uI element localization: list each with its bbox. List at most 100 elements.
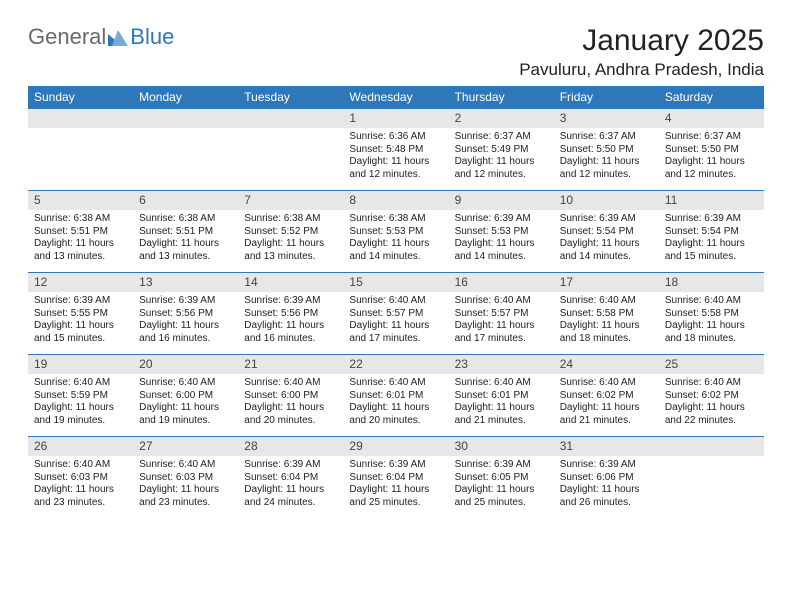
daylight-line: Daylight: 11 hours and 12 minutes.	[455, 156, 548, 181]
daylight-line: Daylight: 11 hours and 15 minutes.	[665, 238, 758, 263]
day-number: 3	[554, 108, 659, 128]
sunrise-line: Sunrise: 6:38 AM	[244, 213, 337, 226]
daylight-line: Daylight: 11 hours and 13 minutes.	[244, 238, 337, 263]
daylight-line: Daylight: 11 hours and 13 minutes.	[34, 238, 127, 263]
sunrise-line: Sunrise: 6:40 AM	[560, 377, 653, 390]
day-header: Saturday	[659, 86, 764, 108]
calendar-cell: 21Sunrise: 6:40 AMSunset: 6:00 PMDayligh…	[238, 354, 343, 436]
day-number: 13	[133, 272, 238, 292]
calendar-cell: 10Sunrise: 6:39 AMSunset: 5:54 PMDayligh…	[554, 190, 659, 272]
calendar-cell	[133, 108, 238, 190]
calendar-cell: 19Sunrise: 6:40 AMSunset: 5:59 PMDayligh…	[28, 354, 133, 436]
sunrise-line: Sunrise: 6:39 AM	[34, 295, 127, 308]
daylight-line: Daylight: 11 hours and 16 minutes.	[244, 320, 337, 345]
sunset-line: Sunset: 6:04 PM	[349, 472, 442, 485]
week-row: 5Sunrise: 6:38 AMSunset: 5:51 PMDaylight…	[28, 190, 764, 272]
day-number: 10	[554, 190, 659, 210]
daylight-line: Daylight: 11 hours and 14 minutes.	[349, 238, 442, 263]
daylight-line: Daylight: 11 hours and 14 minutes.	[560, 238, 653, 263]
cell-body: Sunrise: 6:38 AMSunset: 5:52 PMDaylight:…	[238, 210, 343, 269]
daylight-line: Daylight: 11 hours and 12 minutes.	[349, 156, 442, 181]
cell-body: Sunrise: 6:39 AMSunset: 6:04 PMDaylight:…	[238, 456, 343, 515]
sunset-line: Sunset: 5:54 PM	[560, 226, 653, 239]
daylight-line: Daylight: 11 hours and 25 minutes.	[455, 484, 548, 509]
cell-body: Sunrise: 6:37 AMSunset: 5:50 PMDaylight:…	[659, 128, 764, 187]
cell-body: Sunrise: 6:39 AMSunset: 5:53 PMDaylight:…	[449, 210, 554, 269]
sunset-line: Sunset: 5:53 PM	[455, 226, 548, 239]
day-number: 17	[554, 272, 659, 292]
sunrise-line: Sunrise: 6:39 AM	[560, 459, 653, 472]
sunrise-line: Sunrise: 6:40 AM	[139, 459, 232, 472]
day-number: 26	[28, 436, 133, 456]
calendar-cell	[238, 108, 343, 190]
cell-body: Sunrise: 6:40 AMSunset: 6:03 PMDaylight:…	[133, 456, 238, 515]
daylight-line: Daylight: 11 hours and 26 minutes.	[560, 484, 653, 509]
sunset-line: Sunset: 6:01 PM	[455, 390, 548, 403]
calendar-cell: 26Sunrise: 6:40 AMSunset: 6:03 PMDayligh…	[28, 436, 133, 518]
sunset-line: Sunset: 5:56 PM	[244, 308, 337, 321]
day-number: 7	[238, 190, 343, 210]
calendar-cell: 24Sunrise: 6:40 AMSunset: 6:02 PMDayligh…	[554, 354, 659, 436]
sunset-line: Sunset: 5:58 PM	[665, 308, 758, 321]
sunset-line: Sunset: 5:58 PM	[560, 308, 653, 321]
calendar-cell: 22Sunrise: 6:40 AMSunset: 6:01 PMDayligh…	[343, 354, 448, 436]
sunset-line: Sunset: 5:54 PM	[665, 226, 758, 239]
sunset-line: Sunset: 5:49 PM	[455, 144, 548, 157]
sunset-line: Sunset: 6:02 PM	[560, 390, 653, 403]
cell-body: Sunrise: 6:40 AMSunset: 5:57 PMDaylight:…	[449, 292, 554, 351]
day-number: 16	[449, 272, 554, 292]
day-number: 30	[449, 436, 554, 456]
week-row: 12Sunrise: 6:39 AMSunset: 5:55 PMDayligh…	[28, 272, 764, 354]
sunset-line: Sunset: 5:52 PM	[244, 226, 337, 239]
sunrise-line: Sunrise: 6:40 AM	[34, 377, 127, 390]
calendar-cell: 3Sunrise: 6:37 AMSunset: 5:50 PMDaylight…	[554, 108, 659, 190]
sunrise-line: Sunrise: 6:37 AM	[455, 131, 548, 144]
day-number: 20	[133, 354, 238, 374]
cell-body: Sunrise: 6:38 AMSunset: 5:53 PMDaylight:…	[343, 210, 448, 269]
cell-body: Sunrise: 6:40 AMSunset: 6:01 PMDaylight:…	[343, 374, 448, 433]
sunrise-line: Sunrise: 6:39 AM	[244, 459, 337, 472]
brand-mark-icon	[108, 28, 128, 46]
daylight-line: Daylight: 11 hours and 17 minutes.	[455, 320, 548, 345]
daylight-line: Daylight: 11 hours and 17 minutes.	[349, 320, 442, 345]
daylight-line: Daylight: 11 hours and 12 minutes.	[560, 156, 653, 181]
sunset-line: Sunset: 5:57 PM	[455, 308, 548, 321]
cell-body: Sunrise: 6:40 AMSunset: 6:02 PMDaylight:…	[659, 374, 764, 433]
header: General Blue January 2025 Pavuluru, Andh…	[28, 24, 764, 80]
week-row: 26Sunrise: 6:40 AMSunset: 6:03 PMDayligh…	[28, 436, 764, 518]
week-row: 19Sunrise: 6:40 AMSunset: 5:59 PMDayligh…	[28, 354, 764, 436]
day-header: Friday	[554, 86, 659, 108]
sunrise-line: Sunrise: 6:40 AM	[665, 295, 758, 308]
day-header: Monday	[133, 86, 238, 108]
daylight-line: Daylight: 11 hours and 12 minutes.	[665, 156, 758, 181]
daylight-line: Daylight: 11 hours and 21 minutes.	[455, 402, 548, 427]
day-number: 29	[343, 436, 448, 456]
calendar-cell: 18Sunrise: 6:40 AMSunset: 5:58 PMDayligh…	[659, 272, 764, 354]
daylight-line: Daylight: 11 hours and 23 minutes.	[139, 484, 232, 509]
sunset-line: Sunset: 5:59 PM	[34, 390, 127, 403]
day-number	[133, 108, 238, 128]
cell-body: Sunrise: 6:39 AMSunset: 5:54 PMDaylight:…	[554, 210, 659, 269]
calendar-cell: 14Sunrise: 6:39 AMSunset: 5:56 PMDayligh…	[238, 272, 343, 354]
calendar-cell: 23Sunrise: 6:40 AMSunset: 6:01 PMDayligh…	[449, 354, 554, 436]
daylight-line: Daylight: 11 hours and 19 minutes.	[139, 402, 232, 427]
day-header-row: Sunday Monday Tuesday Wednesday Thursday…	[28, 86, 764, 108]
sunset-line: Sunset: 6:05 PM	[455, 472, 548, 485]
day-number: 23	[449, 354, 554, 374]
day-number: 25	[659, 354, 764, 374]
title-block: January 2025 Pavuluru, Andhra Pradesh, I…	[519, 24, 764, 80]
sunrise-line: Sunrise: 6:40 AM	[560, 295, 653, 308]
brand-text-blue: Blue	[130, 24, 174, 50]
daylight-line: Daylight: 11 hours and 15 minutes.	[34, 320, 127, 345]
day-number: 19	[28, 354, 133, 374]
daylight-line: Daylight: 11 hours and 16 minutes.	[139, 320, 232, 345]
cell-body: Sunrise: 6:37 AMSunset: 5:49 PMDaylight:…	[449, 128, 554, 187]
month-title: January 2025	[519, 24, 764, 58]
cell-body: Sunrise: 6:38 AMSunset: 5:51 PMDaylight:…	[133, 210, 238, 269]
cell-body: Sunrise: 6:40 AMSunset: 6:00 PMDaylight:…	[133, 374, 238, 433]
day-number: 1	[343, 108, 448, 128]
cell-body: Sunrise: 6:40 AMSunset: 6:02 PMDaylight:…	[554, 374, 659, 433]
location-text: Pavuluru, Andhra Pradesh, India	[519, 60, 764, 80]
sunrise-line: Sunrise: 6:39 AM	[244, 295, 337, 308]
sunset-line: Sunset: 5:53 PM	[349, 226, 442, 239]
